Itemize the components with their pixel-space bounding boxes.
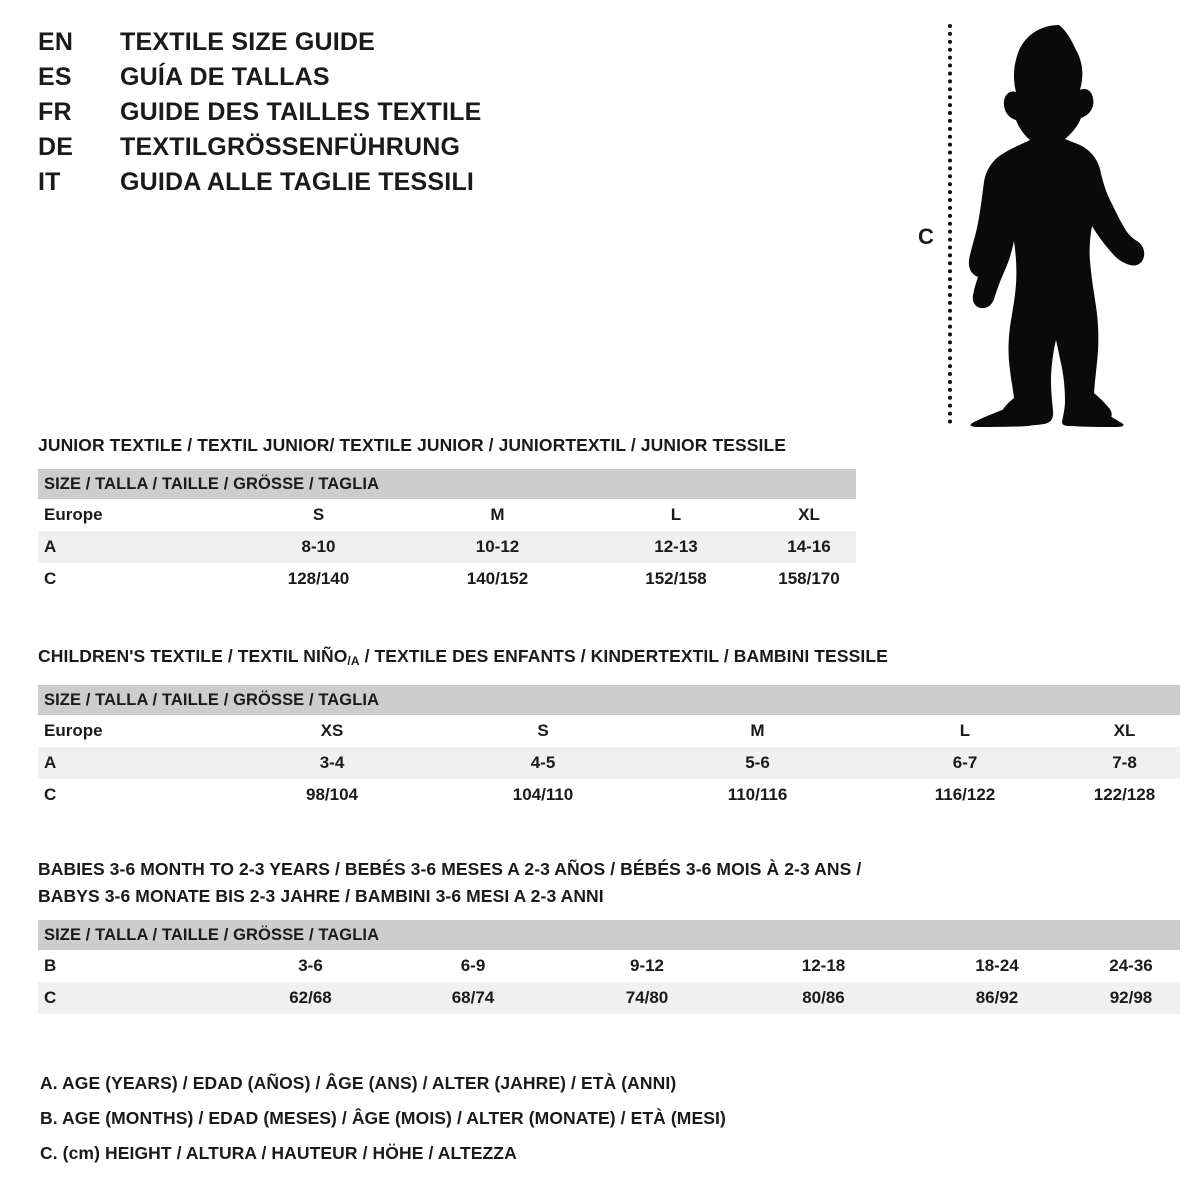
junior-cell-height-xl: 158/170 bbox=[762, 563, 856, 595]
table-row: A 8-10 10-12 12-13 14-16 bbox=[38, 531, 856, 563]
children-size-table: SIZE / TALLA / TAILLE / GRÖSSE / TAGLIA … bbox=[38, 685, 1180, 811]
child-silhouette-icon bbox=[962, 22, 1152, 427]
children-cell-size-xl: XL bbox=[1069, 715, 1180, 747]
junior-cell-size-m: M bbox=[405, 499, 590, 531]
legend-line-c: C. (cm) HEIGHT / ALTURA / HAUTEUR / HÖHE… bbox=[40, 1143, 517, 1163]
babies-cell-height-2: 68/74 bbox=[387, 982, 559, 1014]
babies-table-header-label: SIZE / TALLA / TAILLE / GRÖSSE / TAGLIA bbox=[38, 920, 1180, 950]
table-row: Europe XS S M L XL bbox=[38, 715, 1180, 747]
section-title-babies-line1: BABIES 3-6 MONTH TO 2-3 YEARS / BEBÉS 3-… bbox=[38, 859, 862, 879]
children-cell-size-xs: XS bbox=[232, 715, 432, 747]
children-cell-age-l: 6-7 bbox=[861, 747, 1069, 779]
language-row-fr: FR GUIDE DES TAILLES TEXTILE bbox=[38, 98, 558, 133]
babies-size-table: SIZE / TALLA / TAILLE / GRÖSSE / TAGLIA … bbox=[38, 920, 1180, 1014]
children-cell-age-m: 5-6 bbox=[654, 747, 861, 779]
babies-row-label-b: B bbox=[38, 950, 234, 982]
section-title-junior: JUNIOR TEXTILE / TEXTIL JUNIOR/ TEXTILE … bbox=[38, 435, 787, 455]
babies-cell-months-3: 9-12 bbox=[559, 950, 735, 982]
language-title-fr: GUIDE DES TAILLES TEXTILE bbox=[120, 98, 482, 126]
table-row: C 128/140 140/152 152/158 158/170 bbox=[38, 563, 856, 595]
height-axis-label-c: C bbox=[918, 224, 934, 249]
junior-cell-age-m: 10-12 bbox=[405, 531, 590, 563]
junior-cell-height-s: 128/140 bbox=[232, 563, 405, 595]
junior-table-header-label: SIZE / TALLA / TAILLE / GRÖSSE / TAGLIA bbox=[38, 469, 856, 499]
junior-size-table: SIZE / TALLA / TAILLE / GRÖSSE / TAGLIA … bbox=[38, 469, 856, 595]
babies-table-header-row: SIZE / TALLA / TAILLE / GRÖSSE / TAGLIA bbox=[38, 920, 1180, 950]
section-title-children-part2: / TEXTILE DES ENFANTS / KINDERTEXTIL / B… bbox=[359, 646, 888, 666]
children-table-header-label: SIZE / TALLA / TAILLE / GRÖSSE / TAGLIA bbox=[38, 685, 1180, 715]
junior-table-header-row: SIZE / TALLA / TAILLE / GRÖSSE / TAGLIA bbox=[38, 469, 856, 499]
children-row-label-a: A bbox=[38, 747, 232, 779]
children-cell-size-s: S bbox=[432, 715, 654, 747]
language-code-es: ES bbox=[38, 63, 72, 91]
table-row: Europe S M L XL bbox=[38, 499, 856, 531]
babies-cell-height-6: 92/98 bbox=[1082, 982, 1180, 1014]
children-cell-height-xs: 98/104 bbox=[232, 779, 432, 811]
babies-cell-height-3: 74/80 bbox=[559, 982, 735, 1014]
junior-row-label-europe: Europe bbox=[38, 499, 232, 531]
children-row-label-europe: Europe bbox=[38, 715, 232, 747]
children-cell-age-xs: 3-4 bbox=[232, 747, 432, 779]
children-cell-height-l: 116/122 bbox=[861, 779, 1069, 811]
table-row: C 62/68 68/74 74/80 80/86 86/92 92/98 bbox=[38, 982, 1180, 1014]
junior-cell-size-l: L bbox=[590, 499, 762, 531]
language-title-list: EN TEXTILE SIZE GUIDE ES GUÍA DE TALLAS … bbox=[38, 28, 558, 203]
language-code-de: DE bbox=[38, 133, 74, 161]
table-row: C 98/104 104/110 110/116 116/122 122/128 bbox=[38, 779, 1180, 811]
junior-cell-height-l: 152/158 bbox=[590, 563, 762, 595]
table-row: A 3-4 4-5 5-6 6-7 7-8 bbox=[38, 747, 1180, 779]
junior-cell-height-m: 140/152 bbox=[405, 563, 590, 595]
babies-cell-months-6: 24-36 bbox=[1082, 950, 1180, 982]
babies-cell-months-1: 3-6 bbox=[234, 950, 387, 982]
section-title-children: CHILDREN'S TEXTILE / TEXTIL NIÑO/A / TEX… bbox=[38, 643, 1180, 675]
height-dashed-axis-line bbox=[948, 24, 952, 424]
legend-line-a: A. AGE (YEARS) / EDAD (AÑOS) / ÂGE (ANS)… bbox=[40, 1073, 677, 1093]
language-code-fr: FR bbox=[38, 98, 72, 126]
junior-row-label-a: A bbox=[38, 531, 232, 563]
height-measurement-figure: C bbox=[900, 14, 1160, 429]
language-row-en: EN TEXTILE SIZE GUIDE bbox=[38, 28, 558, 63]
table-row: B 3-6 6-9 9-12 12-18 18-24 24-36 bbox=[38, 950, 1180, 982]
junior-row-label-c: C bbox=[38, 563, 232, 595]
children-cell-height-xl: 122/128 bbox=[1069, 779, 1180, 811]
language-row-it: IT GUIDA ALLE TAGLIE TESSILI bbox=[38, 168, 558, 203]
babies-cell-height-5: 86/92 bbox=[912, 982, 1082, 1014]
section-children-textile: CHILDREN'S TEXTILE / TEXTIL NIÑO/A / TEX… bbox=[38, 643, 1180, 811]
language-code-it: IT bbox=[38, 168, 61, 196]
language-title-es: GUÍA DE TALLAS bbox=[120, 63, 330, 91]
children-row-label-c: C bbox=[38, 779, 232, 811]
section-junior-textile: JUNIOR TEXTILE / TEXTIL JUNIOR/ TEXTILE … bbox=[38, 432, 856, 595]
children-cell-height-s: 104/110 bbox=[432, 779, 654, 811]
children-cell-size-m: M bbox=[654, 715, 861, 747]
junior-cell-size-s: S bbox=[232, 499, 405, 531]
junior-cell-age-l: 12-13 bbox=[590, 531, 762, 563]
section-title-babies-line2: BABYS 3-6 MONATE BIS 2-3 JAHRE / BAMBINI… bbox=[38, 886, 604, 906]
children-cell-size-l: L bbox=[861, 715, 1069, 747]
babies-cell-months-5: 18-24 bbox=[912, 950, 1082, 982]
babies-cell-months-2: 6-9 bbox=[387, 950, 559, 982]
junior-cell-age-s: 8-10 bbox=[232, 531, 405, 563]
babies-cell-height-4: 80/86 bbox=[735, 982, 912, 1014]
babies-cell-height-1: 62/68 bbox=[234, 982, 387, 1014]
language-title-de: TEXTILGRÖSSENFÜHRUNG bbox=[120, 133, 461, 161]
language-code-en: EN bbox=[38, 28, 74, 56]
junior-cell-size-xl: XL bbox=[762, 499, 856, 531]
children-table-header-row: SIZE / TALLA / TAILLE / GRÖSSE / TAGLIA bbox=[38, 685, 1180, 715]
language-title-it: GUIDA ALLE TAGLIE TESSILI bbox=[120, 168, 475, 196]
language-title-en: TEXTILE SIZE GUIDE bbox=[120, 28, 376, 56]
junior-cell-age-xl: 14-16 bbox=[762, 531, 856, 563]
children-cell-height-m: 110/116 bbox=[654, 779, 861, 811]
section-babies-textile: BABIES 3-6 MONTH TO 2-3 YEARS / BEBÉS 3-… bbox=[38, 856, 1180, 1014]
children-cell-age-s: 4-5 bbox=[432, 747, 654, 779]
legend-line-b: B. AGE (MONTHS) / EDAD (MESES) / ÂGE (MO… bbox=[40, 1108, 726, 1128]
babies-cell-months-4: 12-18 bbox=[735, 950, 912, 982]
section-title-children-part1: CHILDREN'S TEXTILE / TEXTIL NIÑO bbox=[38, 646, 348, 666]
language-row-es: ES GUÍA DE TALLAS bbox=[38, 63, 558, 98]
children-cell-age-xl: 7-8 bbox=[1069, 747, 1180, 779]
measurement-legend: A. AGE (YEARS) / EDAD (AÑOS) / ÂGE (ANS)… bbox=[40, 1066, 940, 1171]
language-row-de: DE TEXTILGRÖSSENFÜHRUNG bbox=[38, 133, 558, 168]
section-title-children-subscript: /A bbox=[347, 654, 360, 668]
babies-row-label-c: C bbox=[38, 982, 234, 1014]
